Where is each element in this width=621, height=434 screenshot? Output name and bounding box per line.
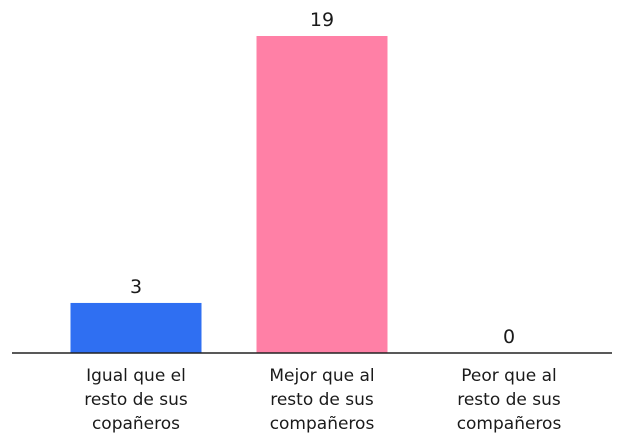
category-label-3: Peor que al resto de sus compañeros <box>457 366 562 434</box>
bars-layer <box>70 36 388 353</box>
category-label-line: compañeros <box>457 414 562 434</box>
category-label-line: copañeros <box>92 414 180 434</box>
bar-1 <box>70 302 202 353</box>
bar-value-label-3: 0 <box>503 326 515 348</box>
bar-value-label-2: 19 <box>310 9 334 31</box>
category-label-line: Mejor que al <box>269 366 374 386</box>
tick-labels-layer: Igual que el resto de sus copañeros Mejor q… <box>84 366 561 434</box>
value-labels-layer: 3 19 0 <box>130 9 515 348</box>
category-label-line: resto de sus <box>457 390 561 410</box>
bar-2 <box>256 36 388 353</box>
category-label-line: compañeros <box>270 414 375 434</box>
category-label-line: resto de sus <box>270 390 374 410</box>
category-label-line: resto de sus <box>84 390 188 410</box>
category-label-2: Mejor que al resto de sus compañeros <box>269 366 374 434</box>
category-label-line: Peor que al <box>461 366 556 386</box>
category-label-line: Igual que el <box>86 366 186 386</box>
category-label-1: Igual que el resto de sus copañeros <box>84 366 188 434</box>
bar-value-label-1: 3 <box>130 276 142 298</box>
